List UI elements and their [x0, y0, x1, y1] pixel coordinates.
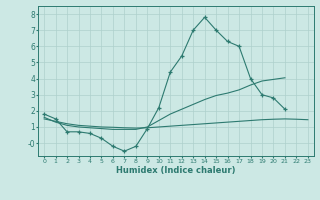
X-axis label: Humidex (Indice chaleur): Humidex (Indice chaleur) [116, 166, 236, 175]
